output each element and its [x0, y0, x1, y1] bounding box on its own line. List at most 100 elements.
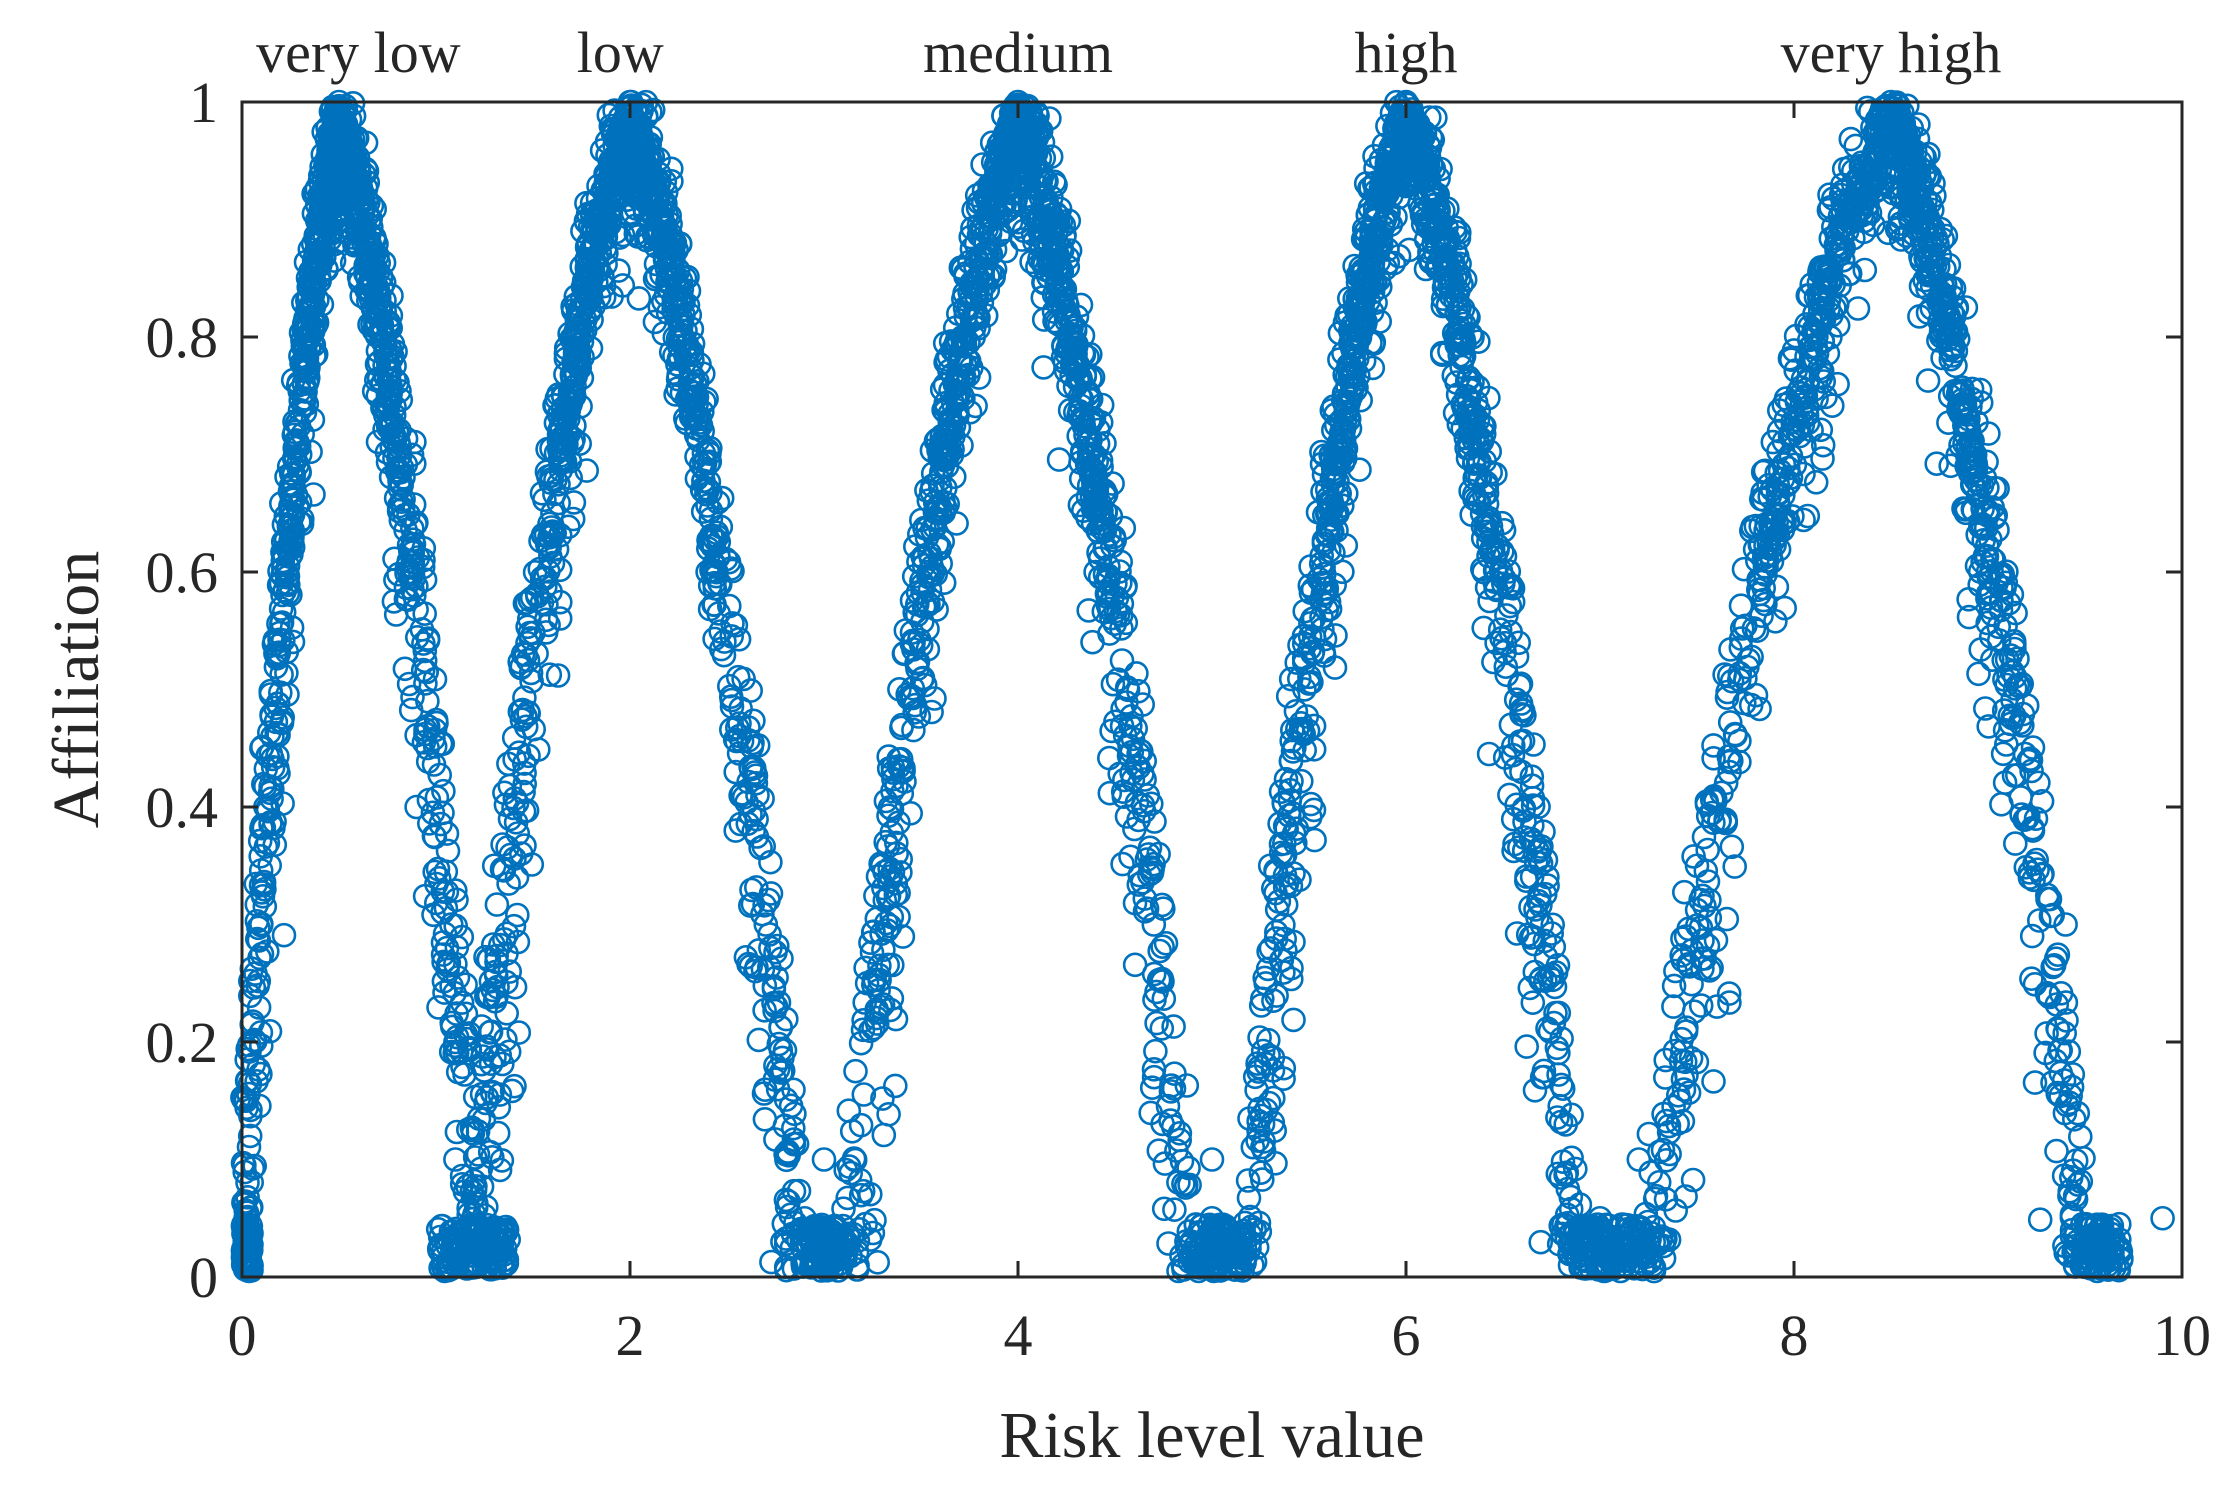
data-point: [517, 587, 543, 613]
data-point: [1283, 698, 1309, 724]
data-point: [404, 794, 429, 820]
data-point: [763, 939, 788, 965]
data-point: [277, 544, 303, 570]
data-point: [848, 1182, 874, 1208]
data-point: [843, 1058, 868, 1084]
data-point: [1334, 364, 1360, 390]
data-point: [923, 507, 949, 533]
data-point: [259, 786, 284, 812]
data-point: [695, 493, 720, 518]
data-point: [1446, 323, 1471, 349]
data-point: [356, 253, 382, 279]
data-point: [879, 904, 905, 930]
data-point: [1281, 1007, 1306, 1033]
data-point: [1020, 137, 1046, 163]
data-point: [831, 1196, 856, 1221]
data-point: [494, 1000, 520, 1026]
data-point: [605, 129, 630, 155]
data-point: [424, 871, 449, 897]
data-point: [1046, 447, 1072, 472]
data-point: [1301, 736, 1327, 762]
data-point: [919, 699, 944, 725]
data-point: [901, 637, 926, 662]
data-point: [882, 1073, 908, 1099]
data-point: [740, 891, 766, 917]
data-point: [949, 364, 975, 390]
data-point: [281, 462, 306, 487]
data-point: [1545, 952, 1571, 978]
data-point: [1097, 745, 1122, 771]
data-point: [476, 982, 502, 1008]
data-point: [1492, 630, 1518, 656]
data-point: [1260, 1058, 1286, 1083]
data-point: [563, 363, 588, 388]
data-point: [453, 1001, 479, 1027]
data-point: [1332, 391, 1357, 416]
data-point: [1541, 1010, 1567, 1036]
data-point: [1260, 1045, 1286, 1070]
data-point: [1036, 217, 1062, 242]
data-point: [651, 212, 677, 237]
data-point: [292, 349, 318, 374]
data-point: [1672, 879, 1697, 905]
data-point: [425, 856, 451, 882]
data-point: [242, 1153, 267, 1179]
data-point: [1032, 192, 1057, 218]
data-point: [1420, 219, 1445, 245]
data-point: [1268, 831, 1294, 857]
data-point: [396, 560, 422, 586]
data-point: [634, 134, 660, 159]
data-point: [642, 266, 668, 292]
data-point: [317, 138, 342, 164]
data-point: [1083, 487, 1109, 513]
data-point: [758, 849, 783, 875]
data-point: [237, 1123, 263, 1149]
data-point: [723, 818, 749, 843]
data-points: [230, 89, 2175, 1284]
data-point: [738, 754, 763, 780]
data-point: [381, 589, 407, 614]
data-point: [554, 431, 579, 457]
data-point: [1076, 441, 1102, 467]
data-point: [285, 410, 311, 436]
data-point: [589, 203, 614, 229]
data-point: [1062, 352, 1088, 378]
data-point: [1351, 289, 1376, 314]
data-point: [375, 412, 401, 437]
series-very-high: [1589, 89, 2175, 1284]
data-point: [741, 798, 767, 824]
data-point: [1045, 248, 1071, 273]
data-point: [636, 157, 662, 183]
data-point: [1287, 867, 1312, 893]
data-point: [237, 1071, 263, 1097]
data-point: [295, 316, 321, 342]
data-point: [1701, 1069, 1726, 1094]
data-point: [364, 323, 390, 349]
data-point: [824, 1231, 849, 1257]
data-point: [956, 348, 982, 374]
data-point: [1091, 599, 1117, 624]
data-point: [1301, 625, 1327, 651]
data-point: [515, 647, 541, 673]
data-point: [1545, 1105, 1570, 1130]
data-point: [1105, 667, 1131, 693]
data-point: [416, 787, 442, 813]
data-point: [1208, 1232, 1233, 1258]
data-point: [1312, 626, 1338, 652]
data-point: [1279, 966, 1304, 992]
data-point: [1772, 595, 1797, 621]
data-point: [702, 575, 728, 601]
data-point: [984, 155, 1010, 181]
data-point: [724, 728, 749, 754]
data-point: [480, 932, 506, 957]
data-point: [1134, 896, 1160, 922]
data-point: [868, 994, 894, 1020]
data-point: [610, 273, 636, 298]
data-point: [420, 800, 446, 826]
data-point: [1092, 562, 1118, 587]
data-point: [1132, 886, 1158, 911]
data-point: [274, 560, 300, 586]
data-point: [1113, 610, 1139, 636]
data-point: [1535, 873, 1560, 898]
data-point: [1525, 839, 1551, 864]
